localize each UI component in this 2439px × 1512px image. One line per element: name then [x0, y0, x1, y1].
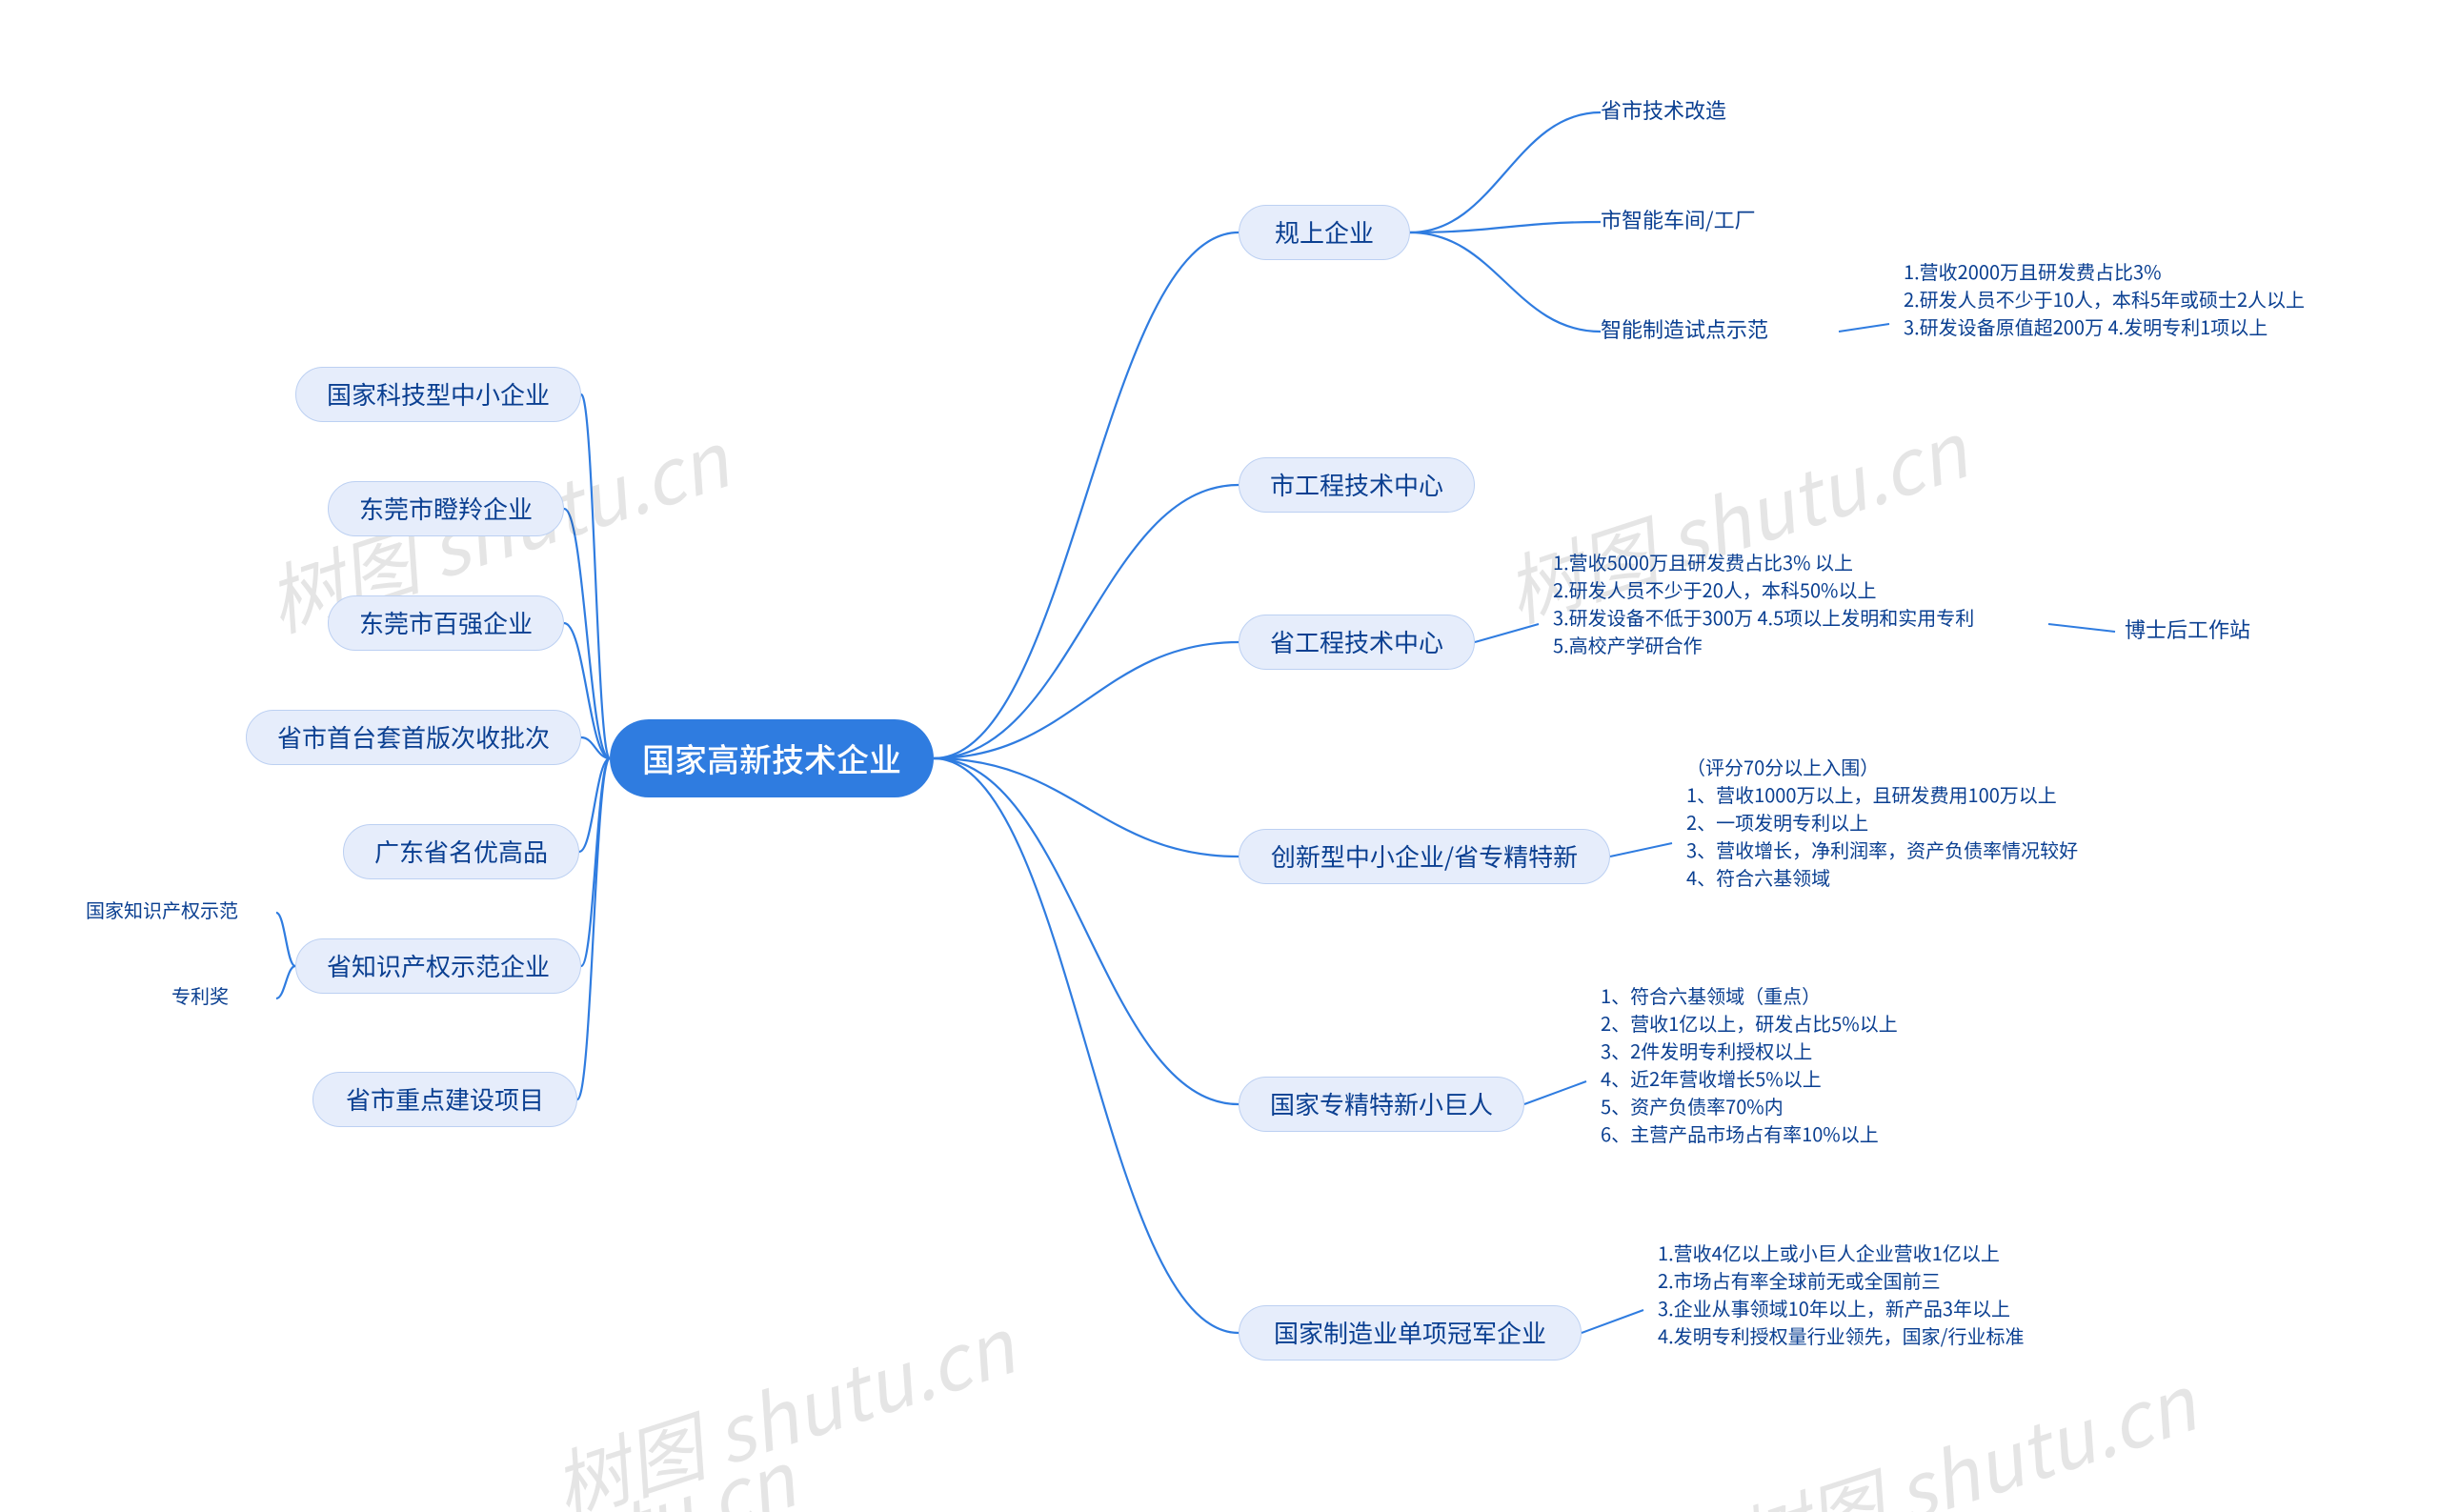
branch-node: 国家专精特新小巨人 — [1239, 1077, 1524, 1132]
detail-node: 1.营收4亿以上或小巨人企业营收1亿以上 2.市场占有率全球前无或全国前三 3.… — [1658, 1239, 2153, 1381]
branch-node: 省市首台套首版次收批次 — [246, 710, 581, 765]
branch-node: 东莞市瞪羚企业 — [328, 481, 564, 536]
branch-node: 省知识产权示范企业 — [295, 938, 581, 994]
detail-node: 国家知识产权示范 — [86, 896, 276, 930]
branch-node: 国家制造业单项冠军企业 — [1239, 1305, 1582, 1361]
watermark: 树图 shutu.cn — [537, 1287, 1026, 1512]
branch-node: 省工程技术中心 — [1239, 615, 1475, 670]
detail-node: 市智能车间/工厂 — [1601, 205, 1829, 239]
detail-node: 智能制造试点示范 — [1601, 314, 1839, 349]
watermark: 树图 shutu.cn — [318, 1421, 807, 1512]
detail-node: 专利奖 — [171, 981, 276, 1016]
branch-node: 规上企业 — [1239, 205, 1410, 260]
detail-node: 博士后工作站 — [2125, 615, 2296, 649]
branch-node: 广东省名优高品 — [343, 824, 579, 879]
branch-node: 国家科技型中小企业 — [295, 367, 581, 422]
branch-node: 市工程技术中心 — [1239, 457, 1475, 513]
detail-node: 1.营收2000万且研发费占比3% 2.研发人员不少于10人，本科5年或硕士2人… — [1904, 257, 2380, 391]
detail-node: （评分70分以上入围） 1、营收1000万以上，且研发费用100万以上 2、一项… — [1686, 753, 2182, 934]
branch-node: 创新型中小企业/省专精特新 — [1239, 829, 1610, 884]
detail-node: 1、符合六基领域（重点） 2、营收1亿以上，研发占比5%以上 3、2件发明专利授… — [1601, 981, 2058, 1181]
branch-node: 东莞市百强企业 — [328, 595, 564, 651]
detail-node: 1.营收5000万且研发费占比3% 以上 2.研发人员不少于20人，本科50%以… — [1553, 548, 2048, 700]
detail-node: 省市技术改造 — [1601, 95, 1810, 130]
mindmap-stage: { "canvas": { "w": 2560, "h": 1587, "bg"… — [0, 0, 2439, 1512]
root-node: 国家高新技术企业 — [610, 719, 934, 797]
branch-node: 省市重点建设项目 — [312, 1072, 577, 1127]
